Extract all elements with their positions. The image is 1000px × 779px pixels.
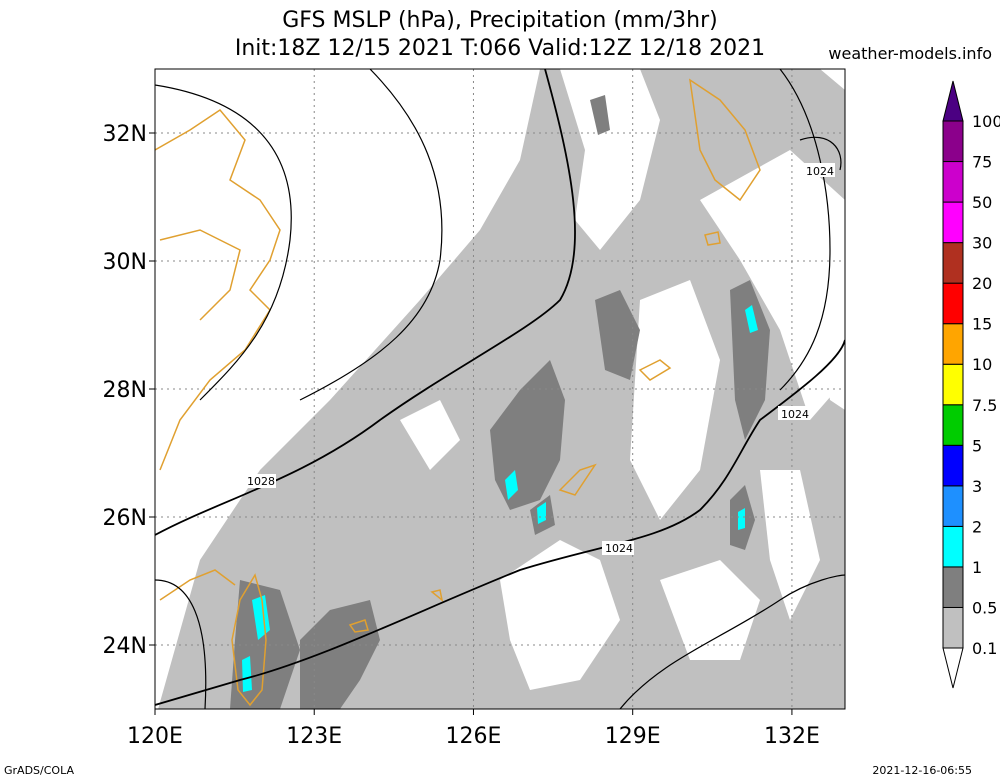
precip-gap: [660, 560, 760, 660]
chart-title-line2: Init:18Z 12/15 2021 T:066 Valid:12Z 12/1…: [234, 36, 766, 61]
isobar-east: [779, 69, 831, 391]
precip-shading: [158, 69, 845, 709]
colorbar-swatch: [942, 201, 964, 244]
coastline-kyushu: [689, 78, 761, 202]
precip-gap: [400, 400, 460, 470]
coastline-island-1: [704, 231, 721, 246]
isobar-center: [299, 69, 443, 401]
precip-area-cyan: [242, 656, 252, 692]
lat-tick-label: 28N: [103, 378, 147, 403]
lon-tick-label: 129E: [605, 724, 661, 749]
colorbar-swatch: [942, 161, 964, 203]
timestamp: 2021-12-16-06:55: [872, 764, 972, 777]
lon-tick-label: 120E: [127, 724, 183, 749]
colorbar-swatch: [942, 606, 964, 649]
colorbar-label: 2: [972, 517, 982, 536]
precip-colorbar: 0.1 0.5 1 2 3 5 7.5 10 15 20 30 50 75 100: [942, 80, 1000, 689]
coastline-ryukyu-2: [558, 463, 597, 496]
colorbar-label: 100: [972, 112, 1000, 131]
map-axes: 120E 123E 126E 129E 132E 24N 26N 28N 30N 32N: [103, 122, 820, 749]
software-credit: GrADS/COLA: [4, 764, 74, 777]
colorbar-label: 15: [972, 315, 992, 334]
precip-area-dark: [490, 360, 565, 510]
lon-tick-label: 132E: [764, 724, 820, 749]
colorbar-label: 7.5: [972, 396, 997, 415]
precip-gap: [500, 540, 620, 690]
isobar-1024-north: [799, 136, 842, 171]
lat-tick-label: 26N: [103, 506, 147, 531]
lon-tick-label: 123E: [286, 724, 342, 749]
colorbar-label: 0.1: [972, 639, 997, 658]
colorbar-swatch: [942, 566, 964, 608]
precip-area-cyan: [537, 502, 546, 524]
isobar-label-1024: 1024: [605, 542, 633, 555]
precip-area-light: [158, 69, 845, 709]
colorbar-label: 0.5: [972, 598, 997, 617]
colorbar-swatch: [942, 525, 964, 568]
isobar-1024-south: [155, 339, 845, 706]
colorbar-swatch: [942, 282, 964, 325]
precip-gap: [560, 69, 660, 250]
lon-tick-label: 126E: [446, 724, 502, 749]
colorbar-label: 5: [972, 436, 982, 455]
isobar-labels: 1028 1024 1024 1024: [244, 163, 835, 555]
coastline-island-3: [430, 589, 444, 602]
coastline-china-inner: [159, 229, 241, 321]
colorbar-label: 30: [972, 234, 992, 253]
colorbar-swatch: [942, 120, 964, 163]
lat-tick-label: 30N: [103, 250, 147, 275]
precip-gap: [630, 280, 720, 520]
coastline-ryukyu-1: [638, 359, 672, 381]
isobar-label-1024: 1024: [806, 165, 834, 178]
colorbar-max-arrow: [942, 80, 964, 122]
coastline-china: [155, 109, 281, 471]
precip-area-dark: [730, 280, 770, 440]
colorbar-swatch: [942, 404, 964, 446]
lat-tick-label: 32N: [103, 122, 147, 147]
colorbar-swatch: [942, 323, 964, 365]
precip-area-dark: [595, 290, 640, 380]
colorbar-swatch: [942, 485, 964, 527]
coastline-island-2: [348, 619, 369, 633]
precip-gap: [820, 300, 845, 410]
colorbar-label: 3: [972, 477, 982, 496]
precip-area-dark: [300, 600, 380, 709]
colorbar-swatch: [942, 444, 964, 487]
precip-area-cyan: [738, 508, 745, 530]
precip-area-cyan: [745, 305, 758, 333]
precip-area-dark: [590, 95, 610, 135]
isobar-label-1024: 1024: [781, 408, 809, 421]
isobar-1028: [155, 69, 576, 536]
isobars: [155, 69, 845, 709]
colorbar-label: 10: [972, 355, 992, 374]
coastline-fujian: [159, 569, 236, 601]
precip-gap: [760, 470, 820, 620]
chart-title-line1: GFS MSLP (hPa), Precipitation (mm/3hr): [282, 8, 718, 33]
isobar-southeast: [619, 574, 845, 709]
isobar-west: [155, 579, 207, 709]
source-label: weather-models.info: [828, 44, 992, 63]
isobar-northwest: [155, 84, 292, 401]
colorbar-label: 20: [972, 274, 992, 293]
coastline-taiwan: [231, 573, 267, 707]
isobar-label-1028: 1028: [247, 475, 275, 488]
colorbar-label: 75: [972, 153, 992, 172]
colorbar-label: 50: [972, 193, 992, 212]
precip-area-cyan: [505, 470, 518, 500]
colorbar-swatch: [942, 242, 964, 284]
colorbar-label: 1: [972, 558, 982, 577]
colorbar-min-arrow: [942, 647, 964, 689]
colorbar-swatch: [942, 363, 964, 406]
coastlines: [155, 78, 761, 707]
lat-tick-label: 24N: [103, 634, 147, 659]
